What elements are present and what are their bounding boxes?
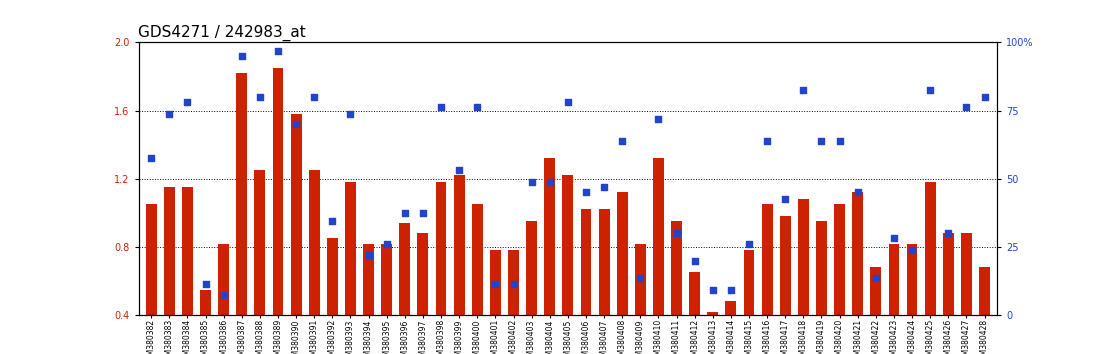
Point — [142, 155, 160, 161]
Bar — [943, 233, 954, 315]
Point — [269, 48, 287, 54]
Bar — [146, 204, 156, 315]
Bar — [255, 170, 265, 315]
Bar — [726, 302, 737, 315]
Bar — [526, 221, 537, 315]
Bar — [581, 210, 592, 315]
Bar — [598, 210, 609, 315]
Bar — [509, 250, 519, 315]
Bar — [472, 204, 483, 315]
Point — [469, 104, 486, 110]
Bar — [961, 233, 972, 315]
Point — [178, 99, 196, 105]
Bar — [381, 244, 392, 315]
Point — [976, 94, 994, 100]
Point — [831, 138, 849, 144]
Point — [866, 275, 884, 280]
Point — [486, 281, 504, 287]
Bar — [182, 187, 193, 315]
Bar — [889, 244, 900, 315]
Bar — [671, 221, 683, 315]
Bar — [363, 244, 375, 315]
Point — [360, 253, 378, 258]
Bar — [345, 182, 356, 315]
Point — [541, 179, 558, 185]
Bar — [399, 223, 410, 315]
Bar — [290, 114, 301, 315]
Point — [777, 196, 794, 202]
Point — [414, 210, 432, 216]
Bar — [309, 170, 320, 315]
Bar — [871, 267, 881, 315]
Point — [378, 241, 396, 246]
Bar — [761, 204, 772, 315]
Point — [740, 241, 758, 246]
Point — [849, 190, 866, 195]
Bar — [617, 193, 627, 315]
Bar — [635, 244, 646, 315]
Point — [523, 179, 541, 185]
Point — [233, 53, 250, 59]
Point — [196, 281, 214, 287]
Bar — [707, 312, 718, 315]
Point — [632, 275, 649, 280]
Point — [450, 167, 468, 173]
Point — [341, 111, 359, 117]
Text: GDS4271 / 242983_at: GDS4271 / 242983_at — [138, 25, 306, 41]
Point — [957, 104, 975, 110]
Point — [704, 287, 721, 292]
Point — [396, 210, 413, 216]
Point — [324, 218, 341, 224]
Bar — [490, 250, 501, 315]
Bar — [435, 182, 447, 315]
Bar — [544, 158, 555, 315]
Bar — [563, 175, 573, 315]
Bar — [273, 68, 284, 315]
Point — [903, 247, 921, 253]
Point — [306, 94, 324, 100]
Point — [287, 121, 305, 127]
Bar — [689, 273, 700, 315]
Bar — [201, 290, 211, 315]
Bar — [653, 158, 664, 315]
Point — [595, 184, 613, 190]
Bar — [834, 204, 845, 315]
Point — [614, 138, 632, 144]
Point — [668, 230, 686, 236]
Bar — [815, 221, 827, 315]
Point — [649, 116, 667, 122]
Point — [215, 292, 233, 297]
Point — [885, 235, 903, 241]
Point — [812, 138, 830, 144]
Bar — [906, 244, 917, 315]
Bar — [780, 216, 791, 315]
Bar — [925, 182, 935, 315]
Point — [432, 104, 450, 110]
Bar — [979, 267, 989, 315]
Bar — [453, 175, 464, 315]
Point — [686, 258, 704, 263]
Point — [758, 138, 776, 144]
Point — [161, 111, 178, 117]
Bar — [236, 73, 247, 315]
Bar — [327, 238, 338, 315]
Bar — [418, 233, 429, 315]
Point — [577, 190, 595, 195]
Bar — [743, 250, 755, 315]
Bar — [798, 199, 809, 315]
Point — [940, 230, 957, 236]
Point — [252, 94, 269, 100]
Point — [504, 281, 522, 287]
Bar — [218, 244, 229, 315]
Point — [560, 99, 577, 105]
Point — [922, 87, 940, 93]
Bar — [852, 193, 863, 315]
Bar — [164, 187, 175, 315]
Point — [794, 87, 812, 93]
Point — [722, 287, 740, 292]
